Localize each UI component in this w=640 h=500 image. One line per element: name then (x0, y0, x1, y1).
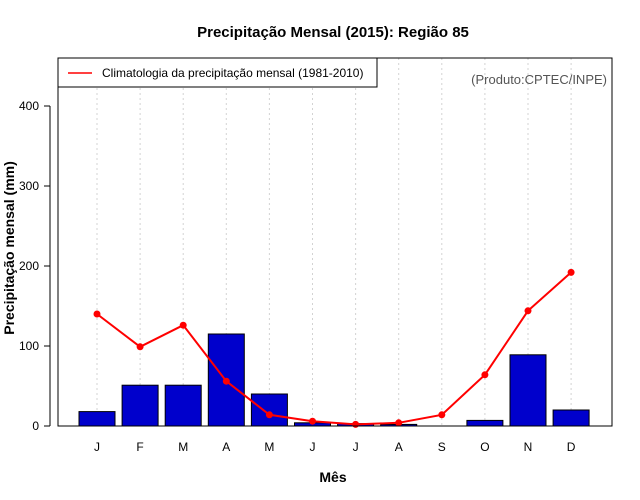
x-tick-label: F (136, 440, 143, 454)
climatology-point (93, 310, 101, 318)
x-tick-label: M (178, 440, 188, 454)
legend: Climatologia da precipitação mensal (198… (57, 57, 378, 88)
chart-title: Precipitação Mensal (2015): Região 85 (197, 24, 469, 41)
bar-series (78, 333, 590, 427)
bar (509, 354, 547, 427)
bar (164, 384, 202, 427)
climatology-series (93, 268, 575, 428)
y-tick-label: 400 (19, 99, 39, 113)
bar (78, 411, 116, 427)
bar (121, 384, 159, 427)
climatology-point (136, 343, 144, 351)
climatology-point (222, 377, 230, 385)
climatology-line (96, 271, 572, 426)
climatology-point (352, 420, 360, 428)
climatology-point (481, 371, 489, 379)
bar (466, 419, 504, 427)
climatology-point (567, 268, 575, 276)
y-tick-label: 300 (19, 179, 39, 193)
x-tick-label: J (94, 440, 100, 454)
y-axis: 0 100 200 300 400 (19, 99, 51, 433)
y-tick-label: 0 (32, 419, 39, 433)
y-axis-label: Precipitação mensal (mm) (1, 161, 17, 335)
y-tick-label: 200 (19, 259, 39, 273)
x-tick-label: J (353, 440, 359, 454)
x-tick-label: D (567, 440, 576, 454)
x-tick-label: A (395, 440, 403, 454)
source-credit: (Produto:CPTEC/INPE) (471, 72, 607, 87)
x-axis-label: Mês (319, 469, 346, 485)
x-tick-label: O (480, 440, 489, 454)
climatology-point (524, 307, 532, 315)
climatology-point (438, 411, 446, 419)
x-tick-label: N (524, 440, 533, 454)
legend-label: Climatologia da precipitação mensal (198… (102, 66, 363, 80)
bar (250, 393, 288, 427)
x-tick-label: A (222, 440, 230, 454)
climatology-point (309, 417, 316, 425)
climatology-point (179, 321, 187, 329)
bar (552, 409, 590, 427)
x-tick-label: S (438, 440, 446, 454)
climatology-point (395, 419, 403, 427)
x-tick-label: M (264, 440, 274, 454)
x-tick-label: J (310, 440, 316, 454)
y-tick-label: 100 (19, 339, 39, 353)
climatology-point (265, 411, 273, 419)
legend-box (57, 57, 378, 88)
